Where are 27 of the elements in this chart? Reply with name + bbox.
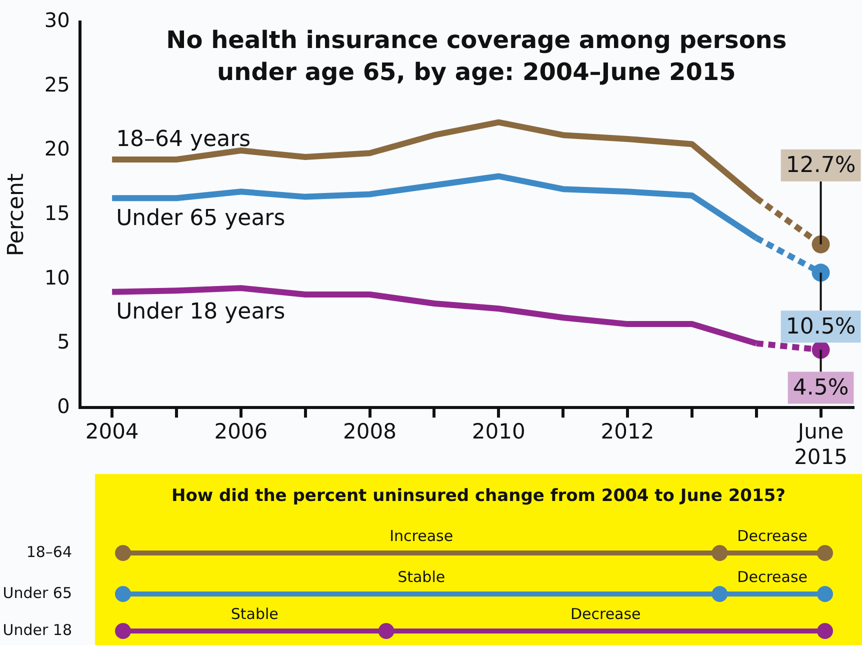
data-label: 4.5% bbox=[792, 375, 849, 400]
data-label: 12.7% bbox=[786, 153, 856, 178]
y-tick-label: 25 bbox=[44, 72, 70, 96]
x-tick-label: 2006 bbox=[214, 420, 268, 444]
text: No health insurance coverage among persons under age 65, by age: 2004–June 2015 bbox=[166, 26, 787, 86]
data-label: 10.5% bbox=[786, 314, 856, 340]
y-tick-label: 0 bbox=[57, 394, 70, 418]
category-label: 18–64 bbox=[26, 543, 72, 561]
text: How did the percent uninsured change from 2004 to June 2015? bbox=[170, 486, 787, 506]
series-label: Under 65 years bbox=[116, 206, 286, 231]
y-tick-label: 30 bbox=[44, 8, 70, 32]
y-tick-label: 5 bbox=[57, 330, 70, 354]
x-tick-label: 2004 bbox=[85, 420, 139, 444]
category-label: Under 65 bbox=[2, 584, 72, 602]
series-label: 18–64 years bbox=[116, 127, 251, 152]
text: Increase bbox=[390, 527, 454, 545]
x-tick-label: June 2015 bbox=[794, 420, 848, 469]
x-tick-label: 2010 bbox=[472, 420, 526, 444]
series-label: Under 18 years bbox=[116, 300, 286, 325]
y-tick-label: 20 bbox=[44, 136, 70, 161]
category-label: Under 18 bbox=[2, 621, 72, 639]
x-tick-label: 2008 bbox=[343, 420, 397, 444]
x-tick-label: 2012 bbox=[600, 420, 654, 444]
text: Decrease bbox=[737, 527, 808, 545]
y-tick-label: 15 bbox=[44, 201, 70, 226]
y-axis-title: Percent bbox=[4, 173, 29, 256]
y-tick-label: 10 bbox=[44, 265, 70, 290]
